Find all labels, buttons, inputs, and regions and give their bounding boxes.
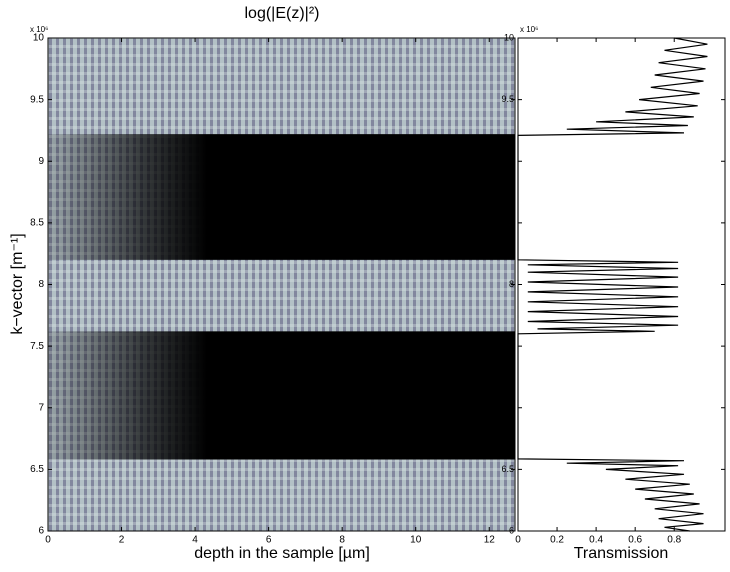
y-tick-label: 9.5: [501, 94, 514, 104]
x-tick-label: 12: [484, 535, 496, 546]
x-tick-label: 0.2: [550, 535, 564, 546]
plot-frame: [517, 37, 726, 532]
axis-multiplier: x 10⁶: [30, 25, 48, 34]
x-tick-label: 4: [192, 535, 198, 546]
transmission-line: [517, 37, 708, 532]
x-axis-label: depth in the sample [µm]: [194, 545, 370, 562]
stop-band: [48, 134, 515, 260]
y-tick-label: 6.5: [30, 464, 44, 475]
x-tick-label: 8: [339, 535, 345, 546]
y-tick-label: 7.5: [30, 341, 44, 352]
y-tick-label: 9: [38, 156, 44, 167]
x-tick-label: 6: [266, 535, 272, 546]
y-tick-label: 9.5: [30, 94, 44, 105]
stop-band: [48, 331, 515, 460]
x-tick-label: 0.4: [589, 535, 603, 546]
y-tick-label: 8.5: [30, 218, 44, 229]
x-tick-label: 10: [410, 535, 422, 546]
x-axis-label: Transmission: [574, 545, 669, 562]
y-tick-label: 10: [504, 32, 514, 42]
y-axis-label: k−vector [m⁻¹]: [9, 233, 26, 334]
x-tick-label: 0.6: [628, 535, 642, 546]
y-tick-label: 6.5: [501, 464, 514, 474]
x-tick-label: 0: [515, 535, 521, 546]
y-tick-label: 8: [509, 279, 514, 289]
axis-multiplier: x 10⁶: [520, 25, 538, 34]
y-tick-label: 6: [509, 525, 514, 535]
heatmap-title: log(|E(z)|²): [245, 5, 320, 22]
x-tick-label: 2: [119, 535, 125, 546]
y-tick-label: 10: [33, 33, 45, 44]
x-tick-label: 0.8: [667, 535, 681, 546]
x-tick-label: 0: [45, 535, 51, 546]
y-tick-label: 6: [38, 526, 44, 537]
y-tick-label: 7: [38, 402, 44, 413]
y-tick-label: 8: [38, 279, 44, 290]
